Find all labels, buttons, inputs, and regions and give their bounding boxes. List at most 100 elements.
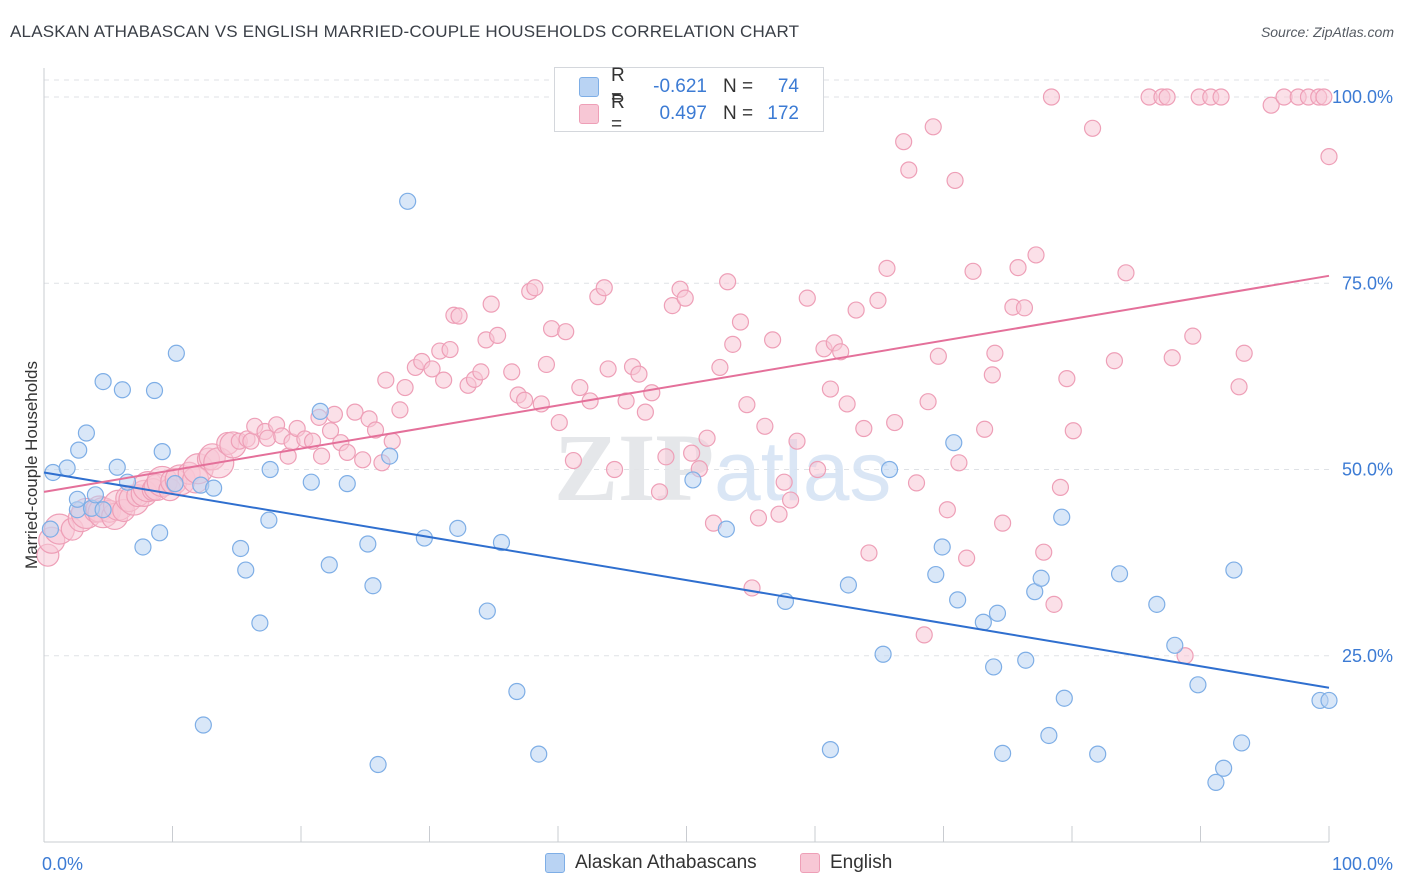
- english-point: [929, 347, 947, 365]
- english-point: [1083, 119, 1102, 137]
- athabascan-point: [1207, 773, 1225, 792]
- athabascan-point: [232, 539, 250, 558]
- english-point: [1045, 595, 1063, 613]
- english-point: [1230, 378, 1248, 396]
- legend-swatch-pink: [579, 104, 599, 124]
- legend-swatch-blue: [579, 77, 599, 97]
- english-point: [900, 161, 918, 179]
- athabascan-point: [153, 443, 171, 461]
- athabascan-point: [68, 490, 87, 508]
- athabascan-point: [381, 447, 399, 465]
- axes: [43, 68, 1330, 843]
- english-point: [242, 432, 260, 450]
- english-point: [950, 454, 968, 472]
- athabascan-point: [1233, 734, 1251, 752]
- english-point: [571, 378, 589, 397]
- athabascan-point: [260, 511, 278, 529]
- english-point: [770, 505, 788, 523]
- english-point: [1027, 246, 1045, 264]
- english-point: [482, 295, 500, 313]
- english-point: [724, 335, 742, 353]
- english-point: [312, 447, 331, 465]
- english-point: [542, 320, 561, 338]
- english-point: [1315, 88, 1333, 106]
- english-point: [557, 323, 575, 341]
- english-point: [855, 419, 873, 438]
- athabascan-point: [338, 475, 356, 493]
- english-point: [838, 395, 856, 413]
- athabascan-point: [261, 460, 279, 479]
- english-point: [564, 451, 583, 470]
- english-point: [1015, 299, 1034, 317]
- athabascan-point: [320, 556, 338, 574]
- legend-row-athabascan: R = -0.621 N = 74: [579, 65, 799, 108]
- chart-title: ALASKAN ATHABASCAN VS ENGLISH MARRIED-CO…: [10, 22, 800, 41]
- english-point: [924, 118, 942, 136]
- athabascan-point: [1320, 691, 1338, 710]
- english-point: [377, 371, 395, 389]
- english-point: [788, 432, 806, 450]
- bottom-legend-english: English: [800, 852, 892, 874]
- english-point: [895, 133, 913, 151]
- athabascan-point: [166, 475, 184, 493]
- english-point: [1158, 88, 1176, 106]
- athabascan-point: [988, 604, 1007, 622]
- english-point: [1064, 422, 1082, 440]
- english-point: [946, 171, 964, 190]
- athabascan-point: [41, 520, 60, 538]
- english-point: [986, 344, 1004, 362]
- english-point: [869, 291, 887, 309]
- english-point: [1105, 352, 1124, 370]
- english-point: [821, 380, 840, 398]
- english-point: [683, 444, 701, 462]
- english-point: [711, 358, 729, 377]
- english-point: [663, 297, 681, 315]
- athabascan-point: [302, 473, 320, 491]
- english-point: [994, 514, 1012, 532]
- english-point: [1051, 478, 1070, 496]
- english-point: [1009, 259, 1027, 277]
- english-points: [36, 88, 1338, 665]
- english-point: [636, 403, 654, 421]
- english-point: [657, 448, 675, 466]
- correlation-legend: R = -0.621 N = 74 R = 0.497 N = 172: [554, 65, 824, 135]
- athabascan-point: [839, 576, 858, 594]
- english-point: [1035, 543, 1053, 561]
- athabascan-point: [927, 565, 945, 584]
- english-point: [781, 491, 800, 509]
- bottom-legend-label: Alaskan Athabascans: [575, 852, 757, 873]
- english-point: [630, 365, 648, 383]
- athabascan-point: [1040, 726, 1058, 745]
- english-point: [1163, 349, 1181, 367]
- english-point: [860, 544, 878, 562]
- chart-source: Source: ZipAtlas.com: [1260, 24, 1394, 40]
- english-point: [743, 579, 761, 597]
- athabascan-point: [86, 486, 105, 504]
- athabascan-point: [237, 561, 255, 579]
- athabascan-point: [1189, 676, 1207, 694]
- y-tick-label: 100.0%: [1332, 87, 1393, 107]
- english-point: [617, 392, 635, 410]
- athabascan-point: [251, 614, 269, 632]
- athabascan-point: [1017, 651, 1035, 669]
- athabascan-point: [974, 613, 992, 631]
- english-point: [515, 391, 534, 409]
- athabascan-point: [145, 381, 164, 400]
- english-point: [321, 422, 340, 440]
- english-point: [435, 371, 453, 389]
- english-point: [719, 273, 737, 291]
- english-point: [808, 460, 827, 479]
- athabascan-point: [58, 459, 76, 477]
- trend-lines: [43, 274, 1330, 689]
- english-trend-line: [43, 274, 1330, 493]
- legend-r-label: R =: [611, 92, 625, 135]
- athabascan-point: [369, 755, 387, 774]
- english-point: [749, 509, 768, 527]
- athabascan-point: [949, 591, 967, 609]
- english-point: [731, 313, 750, 331]
- athabascan-point: [985, 658, 1003, 676]
- bottom-legend-athabascan: Alaskan Athabascans: [545, 852, 757, 874]
- english-point: [919, 393, 937, 411]
- english-point: [605, 460, 624, 479]
- english-point: [396, 378, 414, 397]
